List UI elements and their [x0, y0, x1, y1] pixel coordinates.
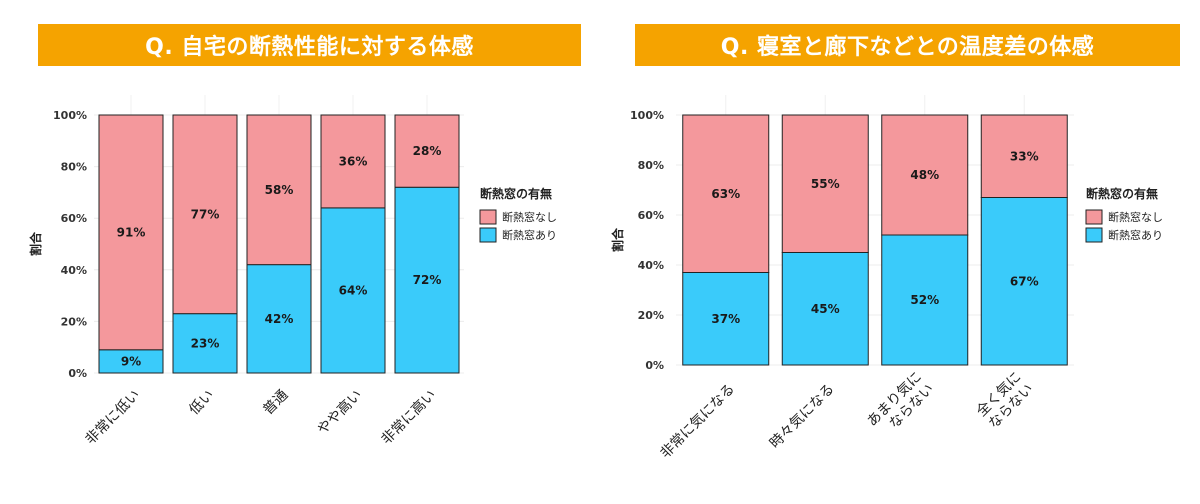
- chart-title: Q. 自宅の断熱性能に対する体感: [38, 24, 581, 66]
- x-tick-label-group: 低い: [186, 387, 217, 418]
- data-label-nashi: 77%: [191, 207, 220, 221]
- bar-nashi: [172, 114, 238, 315]
- x-tick-label-group: 非常に高い: [378, 386, 440, 448]
- x-tick-label: 非常に高い: [378, 386, 440, 448]
- y-tick-label: 100%: [53, 109, 87, 122]
- data-label-ari: 42%: [265, 312, 294, 326]
- chart-panel-left: Q. 自宅の断熱性能に対する体感 0% 20% 40% 60% 80% 100% 割合 9% 9…: [28, 24, 581, 448]
- data-label-ari: 37%: [711, 312, 740, 326]
- y-tick-label: 20%: [638, 309, 664, 322]
- data-label-nashi: 28%: [413, 144, 442, 158]
- data-label-nashi: 63%: [711, 187, 740, 201]
- data-label-ari: 67%: [1010, 274, 1039, 288]
- legend-label-nashi: 断熱窓なし: [502, 210, 557, 224]
- chart-title: Q. 寝室と廊下などとの温度差の体感: [635, 24, 1180, 66]
- y-tick-label: 80%: [638, 159, 664, 172]
- x-tick-label: 低い: [186, 387, 217, 418]
- y-axis: 0% 20% 40% 60% 80% 100%: [53, 109, 87, 380]
- data-label-ari: 72%: [413, 273, 442, 287]
- bar-nashi: [881, 114, 969, 236]
- legend-swatch-nashi: [1085, 209, 1103, 225]
- y-tick-label: 100%: [630, 109, 664, 122]
- legend-title: 断熱窓の有無: [480, 186, 552, 201]
- legend-swatch-nashi: [479, 209, 497, 225]
- bar-nashi: [682, 114, 770, 273]
- bar-ari: [394, 186, 460, 374]
- y-tick-label: 40%: [61, 264, 87, 277]
- data-label-nashi: 58%: [265, 183, 294, 197]
- legend-label-nashi: 断熱窓なし: [1108, 210, 1163, 224]
- stacked-bar-chart-right: 0% 20% 40% 60% 80% 100% 割合 37% 63% 45% 55% 52% 48% 67…: [610, 95, 1163, 462]
- data-label-nashi: 33%: [1010, 149, 1039, 163]
- x-tick-label: 時々気になる: [767, 381, 838, 452]
- y-tick-label: 40%: [638, 259, 664, 272]
- data-label-nashi: 36%: [339, 154, 368, 168]
- bar-nashi: [394, 114, 460, 188]
- bar-nashi: [98, 114, 164, 351]
- y-tick-label: 60%: [638, 209, 664, 222]
- x-tick-label: 普通: [260, 387, 291, 418]
- x-tick-label: 非常に低い: [83, 387, 144, 448]
- y-axis-label: 割合: [28, 231, 43, 256]
- bar-ari: [320, 207, 386, 374]
- stacked-bar-chart-left: 0% 20% 40% 60% 80% 100% 割合 9% 91% 23% 77% 42% 58% 64%…: [28, 95, 557, 448]
- data-label-ari: 52%: [910, 293, 939, 307]
- bar-ari: [682, 272, 770, 366]
- bar-nashi: [980, 114, 1068, 198]
- y-tick-label: 0%: [645, 359, 664, 372]
- x-tick-label-group: 非常に気になる: [658, 381, 739, 462]
- y-tick-label: 60%: [61, 212, 87, 225]
- legend-label-ari: 断熱窓あり: [502, 228, 557, 242]
- data-label-ari: 23%: [191, 336, 220, 350]
- x-tick-label-group: 非常に低い: [83, 387, 144, 448]
- bars: 37% 63% 45% 55% 52% 48% 67% 33%: [682, 114, 1068, 366]
- x-tick-label: やや高い: [314, 386, 366, 438]
- y-tick-label: 20%: [61, 315, 87, 328]
- bar-nashi: [320, 114, 386, 209]
- legend-swatch-ari: [479, 227, 497, 243]
- chart-panel-right: Q. 寝室と廊下などとの温度差の体感 0% 20% 40% 60% 80% 100% 割合 3…: [600, 0, 1200, 504]
- bar-ari: [980, 197, 1068, 366]
- data-label-nashi: 91%: [117, 225, 146, 239]
- y-axis-label: 割合: [610, 227, 625, 252]
- y-tick-label: 80%: [61, 161, 87, 174]
- x-tick-label-group: やや高い: [314, 386, 366, 438]
- x-tick-label: 非常に気になる: [658, 381, 739, 462]
- legend-swatch-ari: [1085, 227, 1103, 243]
- bars: 9% 91% 23% 77% 42% 58% 64% 36% 72% 28%: [98, 114, 460, 374]
- bar-ari: [246, 264, 312, 374]
- y-tick-label: 0%: [68, 367, 87, 380]
- x-tick-label-group: 普通: [260, 387, 291, 418]
- legend-label-ari: 断熱窓あり: [1108, 228, 1163, 242]
- data-label-ari: 64%: [339, 283, 368, 297]
- bar-nashi: [781, 114, 869, 253]
- x-tick-label-group: 時々気になる: [767, 381, 838, 452]
- bar-ari: [881, 234, 969, 366]
- y-axis: 0% 20% 40% 60% 80% 100%: [630, 109, 664, 372]
- bar-ari: [172, 313, 238, 374]
- data-label-ari: 45%: [811, 302, 840, 316]
- data-label-nashi: 48%: [910, 168, 939, 182]
- data-label-nashi: 55%: [811, 177, 840, 191]
- data-label-ari: 9%: [121, 354, 141, 368]
- bar-nashi: [246, 114, 312, 266]
- legend-title: 断熱窓の有無: [1086, 186, 1158, 201]
